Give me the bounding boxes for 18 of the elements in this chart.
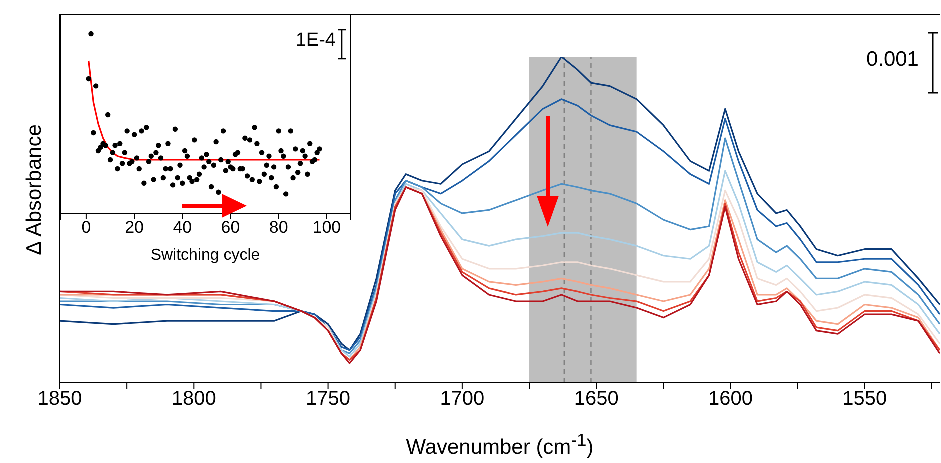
x-tick-label: 1800 bbox=[172, 388, 216, 410]
y-axis-title: Δ Absorbance bbox=[23, 124, 47, 256]
x-tick-label: 0 bbox=[82, 218, 92, 238]
x-tick-label: 100 bbox=[312, 218, 342, 238]
x-tick-label: 1550 bbox=[842, 388, 888, 410]
x-tick-label: 20 bbox=[125, 218, 144, 238]
x-axis-title: Switching cycle bbox=[150, 247, 262, 265]
annotation: 0.001 bbox=[866, 48, 919, 72]
x-tick-label: 1700 bbox=[440, 388, 485, 410]
x-tick-label: 60 bbox=[221, 218, 240, 238]
x-tick-label: 1650 bbox=[574, 388, 619, 410]
x-tick-label: 40 bbox=[173, 218, 192, 238]
x-tick-label: 1600 bbox=[708, 388, 753, 410]
x-axis-title: Wavenumber (cm$^{-1}$) bbox=[405, 430, 595, 460]
x-tick-label: 80 bbox=[269, 218, 288, 238]
x-tick-label: 1750 bbox=[306, 388, 351, 410]
annotation: 1E-4 bbox=[296, 30, 336, 52]
x-tick-label: 1850 bbox=[38, 388, 82, 410]
